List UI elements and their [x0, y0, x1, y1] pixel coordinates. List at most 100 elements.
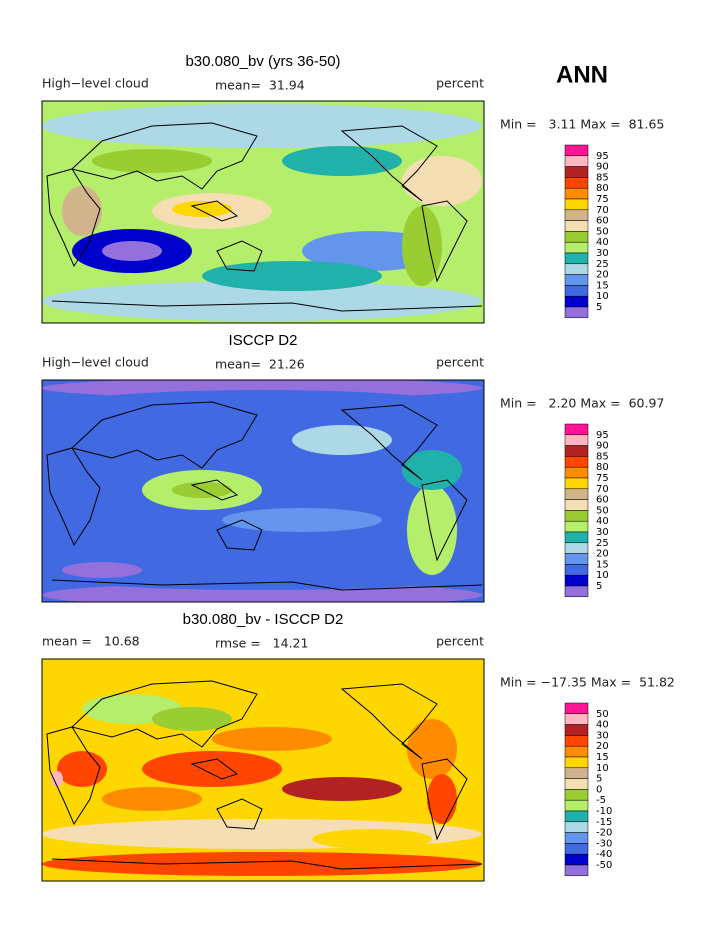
- field-contour: [62, 186, 102, 236]
- colorbar-label: 90: [596, 162, 609, 173]
- colorbar-box: [564, 510, 589, 522]
- colorbar-label: 25: [596, 259, 609, 270]
- colorbar-box: [564, 177, 589, 189]
- colorbar-label: -40: [596, 849, 612, 860]
- left-label: High−level cloud: [42, 355, 149, 370]
- colorbar-label: 50: [596, 226, 609, 237]
- colorbar-label: 0: [596, 784, 602, 795]
- field-contour: [212, 727, 332, 751]
- field-contour: [427, 774, 457, 824]
- min-max: Min = −17.35 Max = 51.82: [500, 675, 675, 690]
- colorbar-box: [564, 285, 589, 297]
- colorbar-box: [564, 445, 589, 457]
- colorbar-label: 5: [596, 774, 602, 785]
- coastline: [216, 240, 263, 272]
- colorbar-label: -50: [596, 860, 612, 871]
- coastline: [70, 680, 258, 748]
- colorbar-label: 75: [596, 194, 609, 205]
- map: [41, 658, 485, 882]
- colorbar-label: 75: [596, 473, 609, 484]
- right-label: percent: [436, 355, 484, 370]
- colorbar-box: [564, 799, 589, 812]
- colorbar-label: -5: [596, 795, 606, 806]
- colorbar-box: [564, 423, 589, 436]
- coastline: [46, 447, 101, 547]
- colorbar-label: 80: [596, 183, 609, 194]
- coastline: [190, 200, 239, 222]
- colorbar-box: [564, 853, 589, 866]
- coastline: [70, 401, 258, 469]
- field-contour: [42, 852, 482, 876]
- colorbar-box: [564, 702, 589, 715]
- right-label: percent: [436, 76, 484, 91]
- colorbar-label: 85: [596, 451, 609, 462]
- map: [41, 100, 485, 324]
- colorbar-box: [564, 713, 589, 725]
- field-contour: [102, 241, 162, 261]
- panel-title: b30.080_bv - ISCCP D2: [183, 611, 344, 628]
- colorbar-box: [564, 832, 589, 844]
- colorbar-box: [564, 542, 589, 554]
- field-contour: [402, 156, 482, 206]
- field-contour: [282, 777, 402, 801]
- colorbar-box: [564, 166, 589, 178]
- field-contour: [92, 149, 212, 173]
- map-frame: [41, 379, 485, 603]
- colorbar-box: [564, 220, 589, 232]
- center-label: mean= 21.26: [215, 357, 305, 372]
- colorbar-label: 90: [596, 441, 609, 452]
- colorbar-box: [564, 295, 589, 308]
- colorbar-label: 70: [596, 484, 609, 495]
- colorbar-box: [564, 520, 589, 533]
- colorbar-box: [564, 789, 589, 801]
- colorbar-box: [564, 778, 589, 790]
- colorbar-label: 15: [596, 752, 609, 763]
- colorbar-box: [564, 553, 589, 565]
- colorbar-box: [564, 306, 589, 319]
- colorbar-label: 5: [596, 581, 602, 592]
- colorbar-box: [564, 144, 589, 157]
- colorbar-label: -30: [596, 838, 612, 849]
- colorbar-label: 40: [596, 720, 609, 731]
- coastline: [46, 726, 101, 826]
- colorbar-box: [564, 198, 589, 211]
- coastline: [190, 758, 239, 780]
- colorbar-label: 30: [596, 730, 609, 741]
- field-contour: [407, 719, 457, 779]
- colorbar-label: 20: [596, 741, 609, 752]
- colorbar-box: [564, 574, 589, 587]
- colorbar-label: 30: [596, 248, 609, 259]
- colorbar-box: [564, 263, 589, 275]
- coastline: [51, 858, 483, 870]
- coastline: [421, 479, 468, 562]
- panel-title: ISCCP D2: [229, 332, 298, 349]
- left-label: High−level cloud: [42, 76, 149, 91]
- colorbar-label: -20: [596, 828, 612, 839]
- colorbar-box: [564, 585, 589, 598]
- colorbar-label: 20: [596, 549, 609, 560]
- map: [41, 379, 485, 603]
- colorbar-label: 15: [596, 280, 609, 291]
- field-contour: [312, 829, 432, 849]
- colorbar-label: 60: [596, 495, 609, 506]
- colorbar-box: [564, 209, 589, 221]
- field-contour: [402, 206, 442, 286]
- colorbar-box: [564, 488, 589, 500]
- coastline: [216, 798, 263, 830]
- colorbar-label: 10: [596, 291, 609, 302]
- coastline: [51, 579, 483, 591]
- colorbar-box: [564, 252, 589, 265]
- colorbar-label: 50: [596, 709, 609, 720]
- map-field: [42, 380, 484, 602]
- colorbar-label: 60: [596, 216, 609, 227]
- colorbar-label: -10: [596, 806, 612, 817]
- panel-title: b30.080_bv (yrs 36-50): [185, 53, 340, 70]
- left-label: mean = 10.68: [42, 634, 140, 649]
- map-field: [42, 659, 484, 881]
- colorbar-box: [564, 477, 589, 490]
- colorbar-box: [564, 231, 589, 243]
- field-contour: [202, 261, 382, 291]
- colorbar-label: 95: [596, 430, 609, 441]
- colorbar-box: [564, 564, 589, 576]
